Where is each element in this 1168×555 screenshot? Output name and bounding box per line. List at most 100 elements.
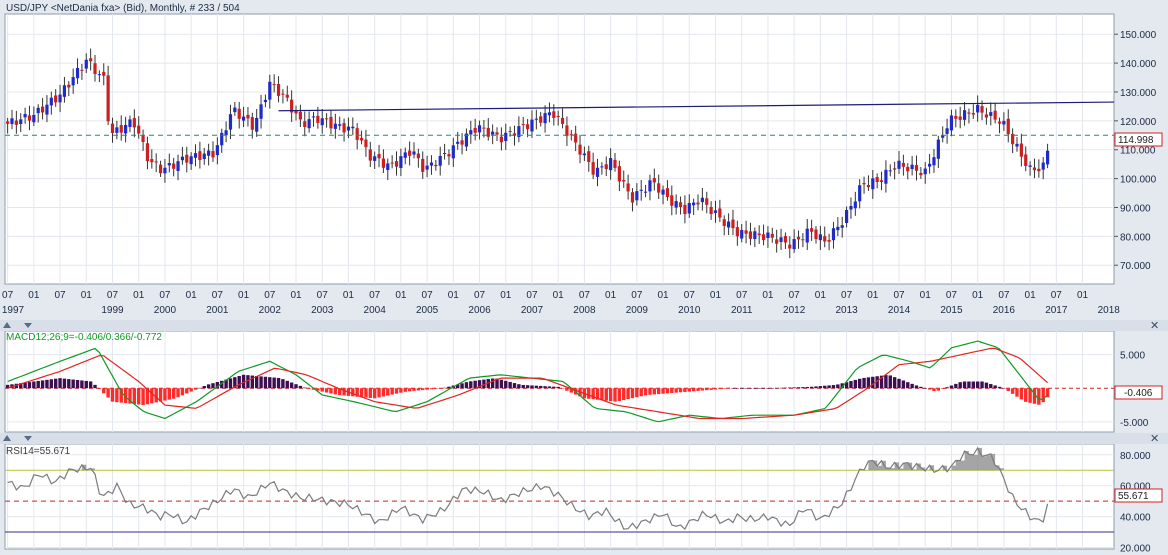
candle-body[interactable] [661,189,665,195]
candle-body[interactable] [547,112,552,116]
candle-body[interactable] [311,116,316,118]
candle-body[interactable] [552,111,556,118]
candle-body[interactable] [1002,121,1006,125]
candle-body[interactable] [207,150,211,156]
candle-body[interactable] [534,118,538,120]
candle-body[interactable] [381,158,386,168]
candle-body[interactable] [831,228,836,241]
candle-body[interactable] [93,63,97,75]
candle-body[interactable] [477,125,482,133]
candle-body[interactable] [600,166,604,168]
candle-body[interactable] [67,84,71,88]
candle-body[interactable] [193,153,198,158]
candle-body[interactable] [766,232,770,239]
candle-body[interactable] [456,141,460,144]
candle-body[interactable] [945,128,949,134]
rsi-line[interactable] [7,446,1049,531]
candle-body[interactable] [560,117,565,124]
candle-body[interactable] [71,77,75,86]
candle-body[interactable] [119,125,123,133]
candle-body[interactable] [976,104,980,113]
candle-body[interactable] [700,197,704,203]
candle-body[interactable] [1045,150,1050,165]
candle-body[interactable] [928,163,932,167]
candle-body[interactable] [84,59,88,69]
candle-body[interactable] [211,151,215,158]
candle-body[interactable] [1011,133,1015,145]
candle-body[interactable] [268,81,272,100]
candle-body[interactable] [818,234,822,241]
candle-body[interactable] [281,93,285,95]
candle-body[interactable] [753,231,757,240]
candle-body[interactable] [102,71,106,76]
candle-body[interactable] [678,202,683,207]
candle-body[interactable] [469,130,473,135]
candle-body[interactable] [565,125,569,137]
candle-body[interactable] [473,127,477,133]
candle-body[interactable] [163,167,167,174]
candle-body[interactable] [202,153,206,159]
candle-body[interactable] [617,166,621,182]
candle-body[interactable] [962,110,967,120]
candle-body[interactable] [62,85,67,97]
candle-body[interactable] [58,94,62,103]
candle-body[interactable] [643,191,648,193]
candle-body[interactable] [626,183,630,192]
rsi-close-icon[interactable]: ✕ [1150,433,1159,445]
candle-body[interactable] [364,139,368,148]
candle-body[interactable] [858,185,862,202]
candle-body[interactable] [399,156,403,168]
candle-body[interactable] [145,143,150,162]
candle-body[interactable] [670,195,674,206]
candle-body[interactable] [27,115,32,121]
candle-body[interactable] [731,219,735,229]
candle-body[interactable] [499,136,503,143]
candle-body[interactable] [582,153,587,156]
candle-body[interactable] [844,210,849,223]
candle-body[interactable] [984,114,989,118]
candle-body[interactable] [521,124,525,126]
candle-body[interactable] [425,165,429,170]
candle-body[interactable] [932,157,936,166]
candle-body[interactable] [980,106,984,113]
candle-body[interactable] [434,164,438,167]
candle-body[interactable] [871,178,875,190]
candle-body[interactable] [783,236,788,243]
candle-body[interactable] [189,156,193,165]
candle-body[interactable] [574,133,578,143]
candle-body[interactable] [80,69,84,71]
candle-body[interactable] [936,139,940,159]
candle-body[interactable] [272,84,276,86]
candle-body[interactable] [246,114,250,119]
candle-body[interactable] [167,163,171,166]
candle-body[interactable] [735,227,739,237]
candle-body[interactable] [569,134,573,136]
candle-body[interactable] [875,177,879,182]
candle-body[interactable] [263,99,268,103]
candle-body[interactable] [172,163,176,169]
candle-body[interactable] [866,185,871,188]
candle-body[interactable] [97,74,101,76]
candle-body[interactable] [914,165,919,171]
candle-body[interactable] [923,168,927,175]
candle-body[interactable] [237,108,241,119]
candle-body[interactable] [770,233,774,238]
candle-body[interactable] [888,170,892,172]
candle-body[interactable] [290,99,294,113]
candle-body[interactable] [788,244,792,249]
candle-body[interactable] [587,151,591,163]
candle-body[interactable] [285,94,289,98]
candle-body[interactable] [255,117,259,132]
candle-body[interactable] [901,162,905,167]
candle-body[interactable] [713,210,718,213]
candle-body[interactable] [578,144,582,155]
candle-body[interactable] [106,75,110,122]
candle-body[interactable] [464,133,469,147]
candle-body[interactable] [997,121,1002,124]
candle-body[interactable] [1041,162,1045,170]
candle-body[interactable] [320,118,324,126]
candle-body[interactable] [215,145,219,156]
candle-body[interactable] [801,239,805,241]
candle-body[interactable] [338,124,342,126]
candle-body[interactable] [696,202,700,205]
